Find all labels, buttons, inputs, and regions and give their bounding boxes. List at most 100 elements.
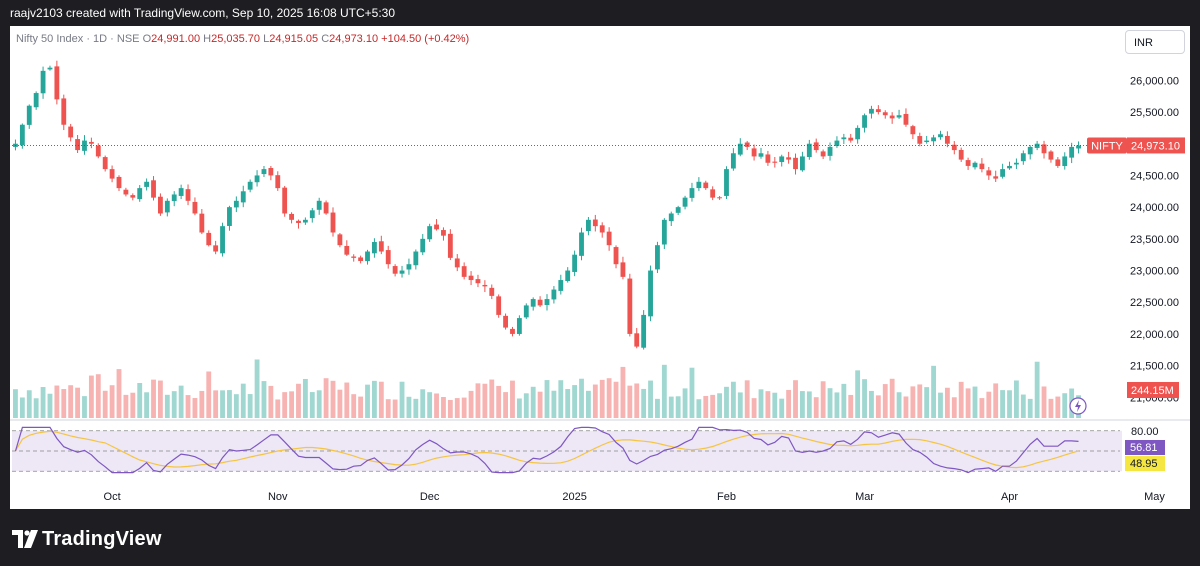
- last-price-tag-bg: [1127, 137, 1185, 154]
- volume-bar: [309, 392, 315, 418]
- volume-bar: [441, 396, 446, 418]
- volume-bar: [1020, 394, 1026, 418]
- volume-bar: [268, 385, 274, 418]
- volume-bar: [882, 384, 888, 418]
- candle-body: [910, 126, 916, 135]
- candle-body: [164, 200, 170, 213]
- candle-body: [1034, 143, 1040, 148]
- volume-bar: [834, 392, 840, 418]
- candle-body: [938, 134, 943, 138]
- volume-bar: [627, 385, 633, 418]
- volume-bar: [910, 386, 916, 418]
- volume-bar: [454, 398, 460, 418]
- candle-body: [986, 170, 992, 176]
- candle-body: [385, 250, 391, 265]
- candle-body: [855, 127, 861, 140]
- tradingview-logo-icon: [12, 530, 38, 548]
- candle-body: [924, 140, 930, 143]
- candle-body: [137, 188, 143, 200]
- candle-body: [406, 264, 412, 270]
- volume-bar: [302, 378, 308, 418]
- candle-body: [958, 149, 964, 160]
- candle-body: [240, 191, 246, 203]
- candle-body: [558, 280, 564, 291]
- volume-bar: [75, 387, 80, 418]
- attribution-text: raajv2103 created with TradingView.com, …: [10, 6, 396, 20]
- candle-body: [1076, 145, 1081, 149]
- volume-bar: [530, 386, 536, 418]
- volume-bar: [261, 381, 267, 418]
- volume-bar: [461, 397, 467, 418]
- currency-button[interactable]: INR: [1125, 30, 1185, 54]
- volume-bar: [468, 390, 474, 418]
- volume-bar: [537, 391, 543, 418]
- volume-bar: [1062, 393, 1068, 418]
- symbol-legend: Nifty 50 Index · 1D · NSE O24,991.00 H25…: [16, 33, 469, 45]
- price-tick-label: 24,000.00: [1130, 202, 1179, 214]
- candle-body: [848, 137, 854, 141]
- volume-bar: [648, 380, 653, 418]
- candle-body: [972, 162, 978, 168]
- candle-body: [427, 226, 433, 240]
- volume-bar: [316, 390, 322, 418]
- candle-body: [171, 194, 177, 202]
- chart-panel[interactable]: [10, 26, 1190, 509]
- volume-bar: [765, 391, 771, 418]
- volume-bar: [220, 390, 225, 418]
- volume-bar: [965, 388, 971, 418]
- candle-body: [917, 136, 923, 144]
- candle-body: [233, 200, 239, 208]
- volume-bar: [475, 383, 481, 418]
- change-value: +104.50 (+0.42%): [381, 33, 470, 45]
- volume-bar: [496, 385, 502, 418]
- candle-body: [54, 66, 60, 100]
- candle-body: [537, 299, 543, 306]
- volume-bar: [33, 398, 39, 418]
- volume-bar: [420, 389, 426, 418]
- volume-bar: [675, 396, 681, 418]
- volume-bar: [54, 385, 60, 418]
- candle-body: [330, 212, 336, 233]
- rsi-upper-label: 80.00: [1131, 426, 1159, 438]
- candle-body: [1069, 146, 1075, 158]
- candle-body: [682, 197, 688, 207]
- volume-bar: [95, 374, 101, 418]
- volume-bar: [668, 396, 674, 418]
- volume-bar: [151, 379, 156, 418]
- candle-body: [19, 124, 25, 146]
- candle-body: [627, 278, 633, 334]
- volume-bar: [1014, 380, 1019, 418]
- volume-bar: [972, 386, 978, 418]
- volume-bar: [613, 381, 619, 418]
- high-label: H: [203, 33, 212, 45]
- volume-tag: 244.15M: [1131, 385, 1174, 397]
- volume-bar: [979, 398, 985, 418]
- price-tick-label: 23,500.00: [1130, 234, 1179, 246]
- volume-bar: [1041, 386, 1047, 418]
- candle-body: [944, 135, 950, 144]
- candle-body: [834, 140, 840, 147]
- candle-body: [489, 287, 495, 296]
- symbol-tag: NIFTY: [1091, 140, 1123, 152]
- volume-bar: [123, 394, 129, 418]
- time-axis-label: May: [1144, 491, 1165, 503]
- candle-body: [68, 126, 74, 138]
- volume-bar: [924, 387, 930, 418]
- time-axis-label: Nov: [268, 491, 288, 503]
- volume-bar: [199, 390, 205, 418]
- volume-bar: [786, 389, 792, 418]
- candle-body: [1014, 162, 1019, 165]
- price-tick-label: 22,000.00: [1130, 329, 1179, 341]
- candle-body: [772, 161, 778, 163]
- volume-bar: [1034, 361, 1040, 418]
- volume-bar: [737, 392, 743, 418]
- candle-body: [144, 181, 150, 187]
- candle-body: [151, 180, 156, 198]
- candle-body: [896, 115, 902, 118]
- candle-body: [47, 67, 53, 70]
- volume-bar: [579, 378, 584, 418]
- candle-body: [220, 226, 225, 254]
- volume-bar: [19, 397, 25, 418]
- time-axis-label: Dec: [420, 491, 440, 503]
